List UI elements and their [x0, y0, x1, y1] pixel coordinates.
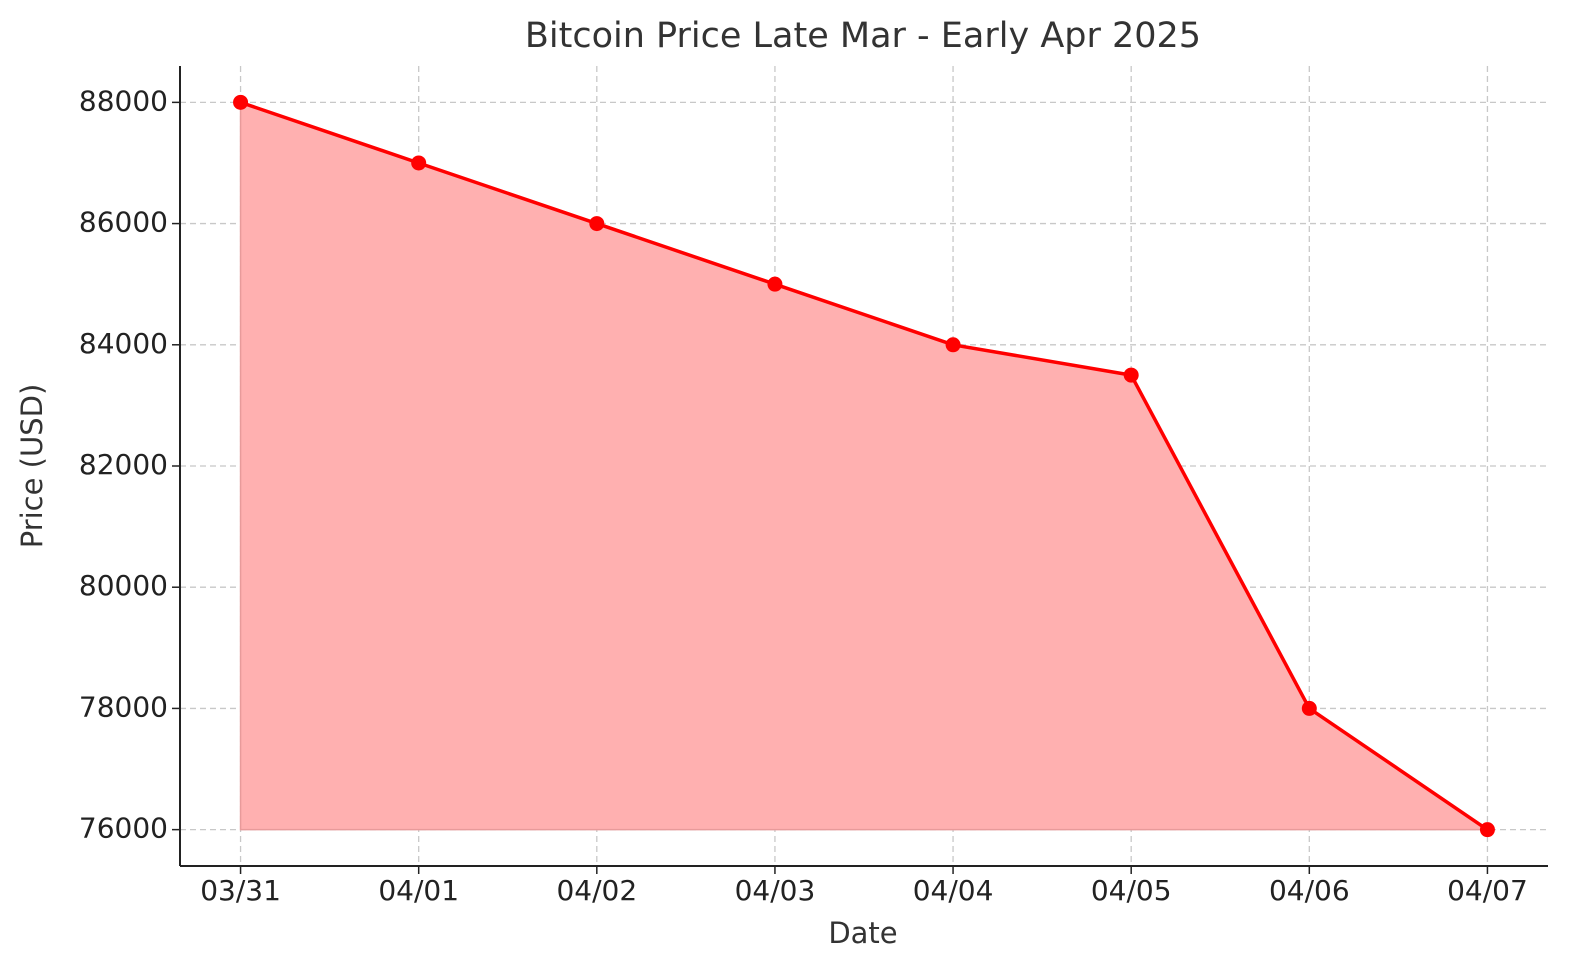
x-tick-label: 04/02	[556, 874, 637, 907]
y-tick-label: 78000	[79, 690, 168, 723]
x-tick-label: 04/04	[913, 874, 994, 907]
marker	[1479, 822, 1495, 838]
marker	[589, 216, 605, 232]
x-tick-label: 04/07	[1447, 874, 1528, 907]
x-tick-label: 04/06	[1269, 874, 1350, 907]
y-axis-label: Price (USD)	[15, 384, 49, 549]
y-tick-label: 76000	[79, 812, 168, 845]
marker	[411, 155, 427, 171]
y-tick-label: 80000	[79, 569, 168, 602]
chart-title: Bitcoin Price Late Mar - Early Apr 2025	[525, 16, 1201, 56]
x-axis-label: Date	[828, 916, 897, 950]
x-tick-label: 04/01	[378, 874, 459, 907]
marker	[233, 94, 249, 110]
x-tick-label: 04/03	[735, 874, 816, 907]
y-tick-label: 88000	[79, 84, 168, 117]
marker	[1301, 700, 1317, 716]
x-tick-label: 04/05	[1091, 874, 1172, 907]
marker	[945, 337, 961, 353]
marker	[1123, 367, 1139, 383]
marker	[767, 276, 783, 292]
y-tick-label: 82000	[79, 448, 168, 481]
y-tick-label: 84000	[79, 327, 168, 360]
x-tick-label: 03/31	[200, 874, 281, 907]
y-tick-label: 86000	[79, 206, 168, 239]
line	[239, 100, 1489, 832]
